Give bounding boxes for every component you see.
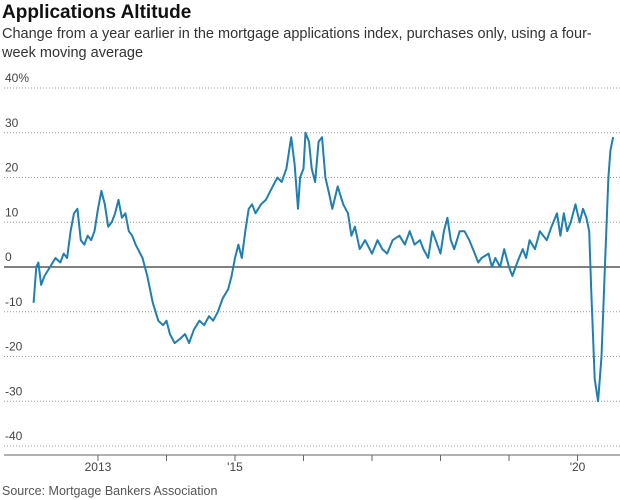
x-tick-label: '20: [570, 460, 586, 474]
y-tick-label: 30: [5, 116, 19, 130]
chart-title: Applications Altitude: [2, 2, 192, 23]
y-tick-label: 20: [5, 161, 19, 175]
y-tick-label: -30: [5, 384, 23, 398]
y-tick-label: -20: [5, 340, 23, 354]
y-tick-label: 0: [5, 250, 12, 264]
data-line: [32, 131, 615, 403]
chart-subtitle: Change from a year earlier in the mortga…: [2, 26, 592, 61]
y-tick-label: -40: [5, 429, 23, 443]
x-tick-label: 2013: [85, 460, 112, 474]
y-tick-label: 40%: [5, 71, 29, 85]
x-tick-label: '15: [227, 460, 243, 474]
y-tick-label: 10: [5, 205, 19, 219]
source-note: Source: Mortgage Bankers Association: [2, 484, 218, 498]
y-tick-label: -10: [5, 295, 23, 309]
